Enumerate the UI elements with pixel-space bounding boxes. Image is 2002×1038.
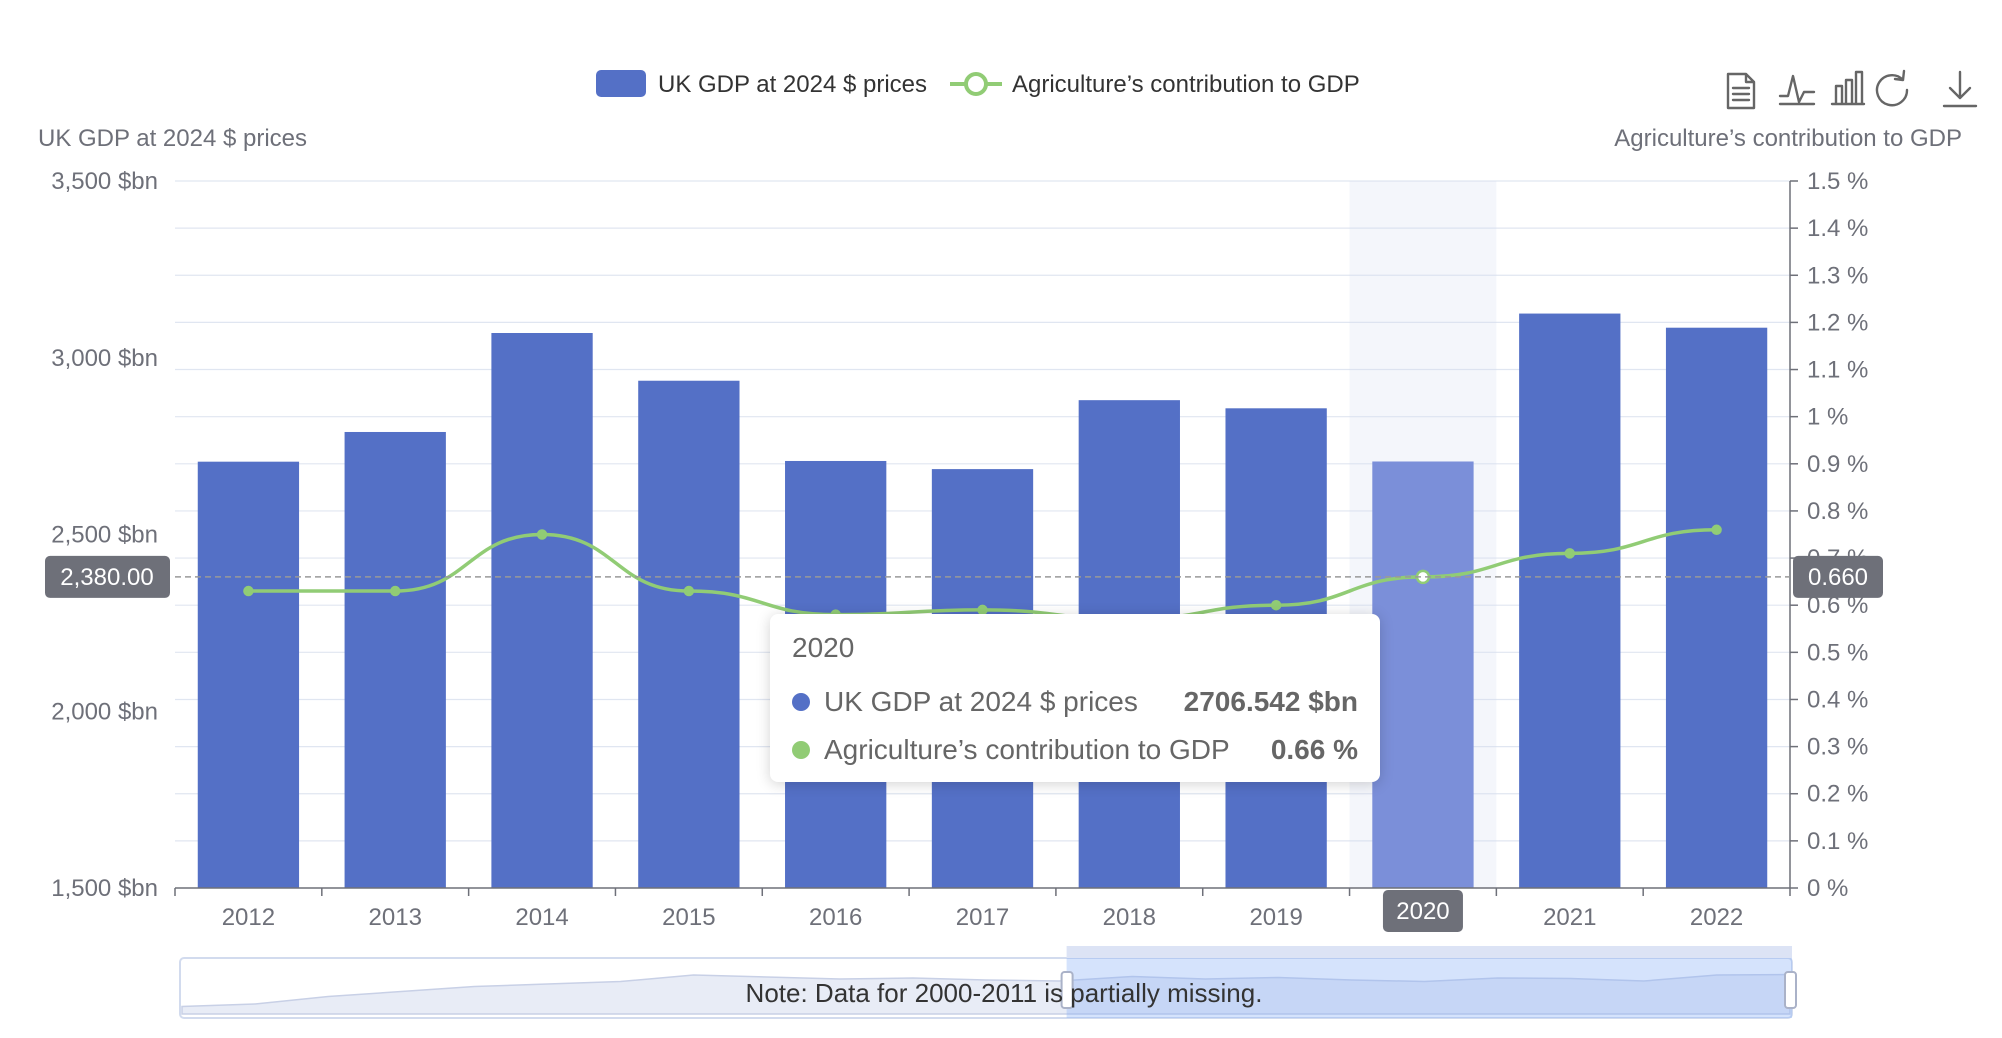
crosshair-category-label: 2020 [1382, 890, 1463, 932]
legend-bar-label: UK GDP at 2024 $ prices [658, 71, 927, 98]
zoom-shadow-series [181, 973, 1791, 1015]
right-axis-title: Agriculture’s contribution to GDP [1614, 125, 1962, 152]
right-tick-label: 1.2 % [1807, 309, 1868, 336]
bar-2013 [344, 431, 446, 888]
bar-2020 [1372, 461, 1474, 888]
zoom-handle-right[interactable] [1784, 971, 1797, 1009]
legend: UK GDP at 2024 $ prices Agriculture’s co… [596, 70, 1360, 98]
line-point-2012 [243, 585, 254, 597]
left-axis-ticks: 1,500 $bn 2,000 $bn 2,500 $bn 3,000 $bn 3,50… [51, 168, 158, 902]
right-tick-label: 0.9 % [1807, 451, 1868, 478]
data-view-icon[interactable] [1726, 72, 1756, 110]
x-tick-label-2013: 2013 [369, 904, 422, 931]
right-tick-label: 1.5 % [1807, 168, 1868, 195]
x-axis-ticks: 2012 2013 2014 2015 2016 2017 2018 2019 2021 2022 [222, 904, 1744, 931]
line-chart-icon[interactable] [1778, 74, 1816, 106]
right-tick-label: 0.2 % [1807, 781, 1868, 808]
line-point-2021 [1564, 548, 1576, 559]
line-point-2022 [1711, 524, 1722, 536]
bar-series [197, 313, 1768, 888]
bar-2022 [1665, 327, 1768, 888]
x-tick-label-2021: 2021 [1543, 904, 1596, 931]
crosshair: 2,380.00 0.660 2020 [45, 555, 1883, 932]
tooltip-title: 2020 [792, 632, 855, 663]
bar-2015 [638, 380, 740, 888]
x-tick-label-2018: 2018 [1103, 904, 1156, 931]
right-axis-ticks: 0 %0.1 %0.2 %0.3 %0.4 %0.5 %0.6 %0.7 %0.… [1807, 168, 1868, 902]
x-tick-label-2015: 2015 [662, 904, 715, 931]
right-tick-label: 0 % [1807, 875, 1848, 902]
crosshair-right-label: 0.660 [1793, 555, 1883, 598]
right-tick-label: 1 % [1807, 404, 1848, 431]
legend-bar-swatch [596, 70, 646, 97]
bar-chart-icon[interactable] [1830, 70, 1866, 106]
tooltip-row: UK GDP at 2024 $ prices 2706.542 $bn [792, 678, 1358, 726]
svg-text:2020: 2020 [1396, 898, 1449, 925]
x-tick-label-2014: 2014 [515, 904, 568, 931]
tooltip-bar-dot [792, 693, 810, 711]
line-point-2013 [389, 585, 401, 597]
tooltip-row-value: 2706.542 $bn [1183, 686, 1358, 717]
data-zoom-slider[interactable]: Note: Data for 2000-2011 is partially mi… [179, 946, 1797, 1019]
right-tick-label: 1.4 % [1807, 215, 1868, 242]
tooltip-row-value: 0.66 % [1270, 734, 1358, 765]
tooltip: 2020 UK GDP at 2024 $ prices 2706.542 $b… [770, 614, 1380, 782]
right-tick-label: 1.3 % [1807, 262, 1868, 289]
left-tick-label: 1,500 $bn [51, 875, 158, 902]
axes [174, 180, 1798, 896]
right-tick-label: 0.5 % [1807, 639, 1868, 666]
save-image-icon[interactable] [1942, 70, 1978, 108]
tooltip-row: Agriculture’s contribution to GDP 0.66 % [792, 726, 1358, 774]
x-tick-label-2017: 2017 [956, 904, 1009, 931]
legend-item-bar[interactable]: UK GDP at 2024 $ prices [596, 70, 927, 98]
line-point-2015 [683, 585, 695, 597]
line-point-2014 [536, 529, 548, 540]
x-tick-label-2016: 2016 [809, 904, 862, 931]
bar-2021 [1519, 313, 1621, 888]
svg-text:2,380.00: 2,380.00 [60, 564, 153, 591]
left-tick-label: 3,000 $bn [51, 345, 158, 372]
x-tick-label-2022: 2022 [1690, 904, 1743, 931]
x-tick-label-2012: 2012 [222, 904, 275, 931]
legend-item-line[interactable]: Agriculture’s contribution to GDP [950, 71, 1360, 98]
line-point-2019 [1270, 599, 1282, 611]
svg-text:0.660: 0.660 [1808, 564, 1868, 591]
left-tick-label: 2,500 $bn [51, 522, 158, 549]
left-tick-label: 2,000 $bn [51, 698, 158, 725]
zoom-move-handle[interactable] [1066, 946, 1792, 958]
tooltip-row-name: Agriculture’s contribution to GDP [824, 734, 1230, 765]
legend-line-label: Agriculture’s contribution to GDP [1012, 71, 1360, 98]
line-point-2017 [977, 604, 988, 616]
data-zoom-note: Note: Data for 2000-2011 is partially mi… [746, 978, 1263, 1008]
tooltip-line-dot [792, 741, 810, 759]
tooltip-row-name: UK GDP at 2024 $ prices [824, 686, 1138, 717]
left-tick-label: 3,500 $bn [51, 168, 158, 195]
zoom-handle-left[interactable] [1060, 971, 1074, 1009]
right-tick-label: 0.3 % [1807, 734, 1868, 761]
right-tick-label: 0.1 % [1807, 828, 1868, 855]
bar-2014 [491, 333, 593, 888]
left-axis-title: UK GDP at 2024 $ prices [38, 125, 307, 152]
legend-line-marker [964, 72, 988, 96]
right-tick-label: 0.4 % [1807, 686, 1868, 713]
bar-2012 [197, 461, 300, 888]
restore-icon[interactable] [1875, 69, 1909, 107]
right-tick-label: 0.8 % [1807, 498, 1868, 525]
right-tick-label: 1.1 % [1807, 357, 1868, 384]
crosshair-left-label: 2,380.00 [45, 555, 170, 598]
toolbox [1726, 69, 1978, 110]
zoom-selected-window[interactable] [1066, 958, 1792, 1018]
x-tick-label-2019: 2019 [1249, 904, 1302, 931]
